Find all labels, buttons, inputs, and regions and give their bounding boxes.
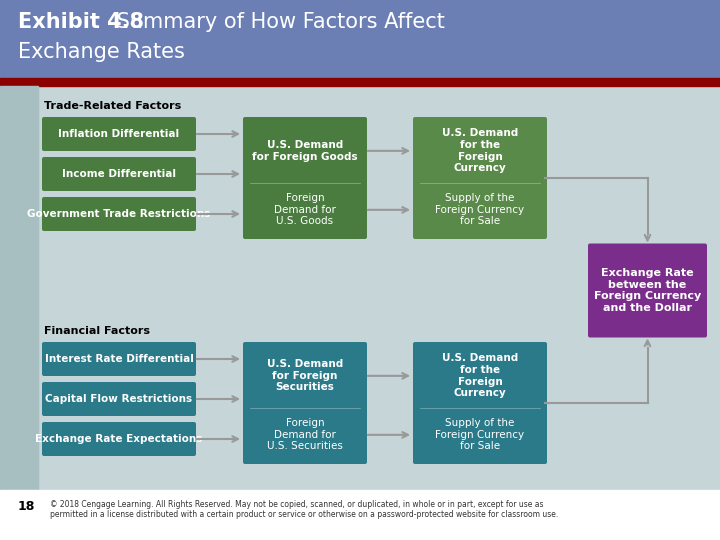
FancyBboxPatch shape — [42, 197, 196, 231]
Text: Government Trade Restrictions: Government Trade Restrictions — [27, 209, 211, 219]
Text: Summary of How Factors Affect: Summary of How Factors Affect — [110, 12, 445, 32]
FancyBboxPatch shape — [42, 422, 196, 456]
Text: Foreign
Demand for
U.S. Securities: Foreign Demand for U.S. Securities — [267, 418, 343, 451]
Text: Exchange Rate
between the
Foreign Currency
and the Dollar: Exchange Rate between the Foreign Curren… — [594, 268, 701, 313]
Text: Capital Flow Restrictions: Capital Flow Restrictions — [45, 394, 192, 404]
Bar — [0, 78, 720, 86]
Text: Financial Factors: Financial Factors — [44, 326, 150, 336]
Text: Trade-Related Factors: Trade-Related Factors — [44, 101, 181, 111]
Text: Supply of the
Foreign Currency
for Sale: Supply of the Foreign Currency for Sale — [436, 418, 525, 451]
Bar — [0, 490, 720, 540]
FancyBboxPatch shape — [413, 342, 547, 464]
FancyBboxPatch shape — [42, 382, 196, 416]
Bar — [0, 86, 38, 540]
Text: Interest Rate Differential: Interest Rate Differential — [45, 354, 194, 364]
FancyBboxPatch shape — [243, 342, 367, 464]
Text: Income Differential: Income Differential — [62, 169, 176, 179]
Text: U.S. Demand
for the
Foreign
Currency: U.S. Demand for the Foreign Currency — [442, 129, 518, 173]
Text: Exchange Rate Expectations: Exchange Rate Expectations — [35, 434, 203, 444]
Text: Foreign
Demand for
U.S. Goods: Foreign Demand for U.S. Goods — [274, 193, 336, 226]
Text: Supply of the
Foreign Currency
for Sale: Supply of the Foreign Currency for Sale — [436, 193, 525, 226]
Text: U.S. Demand
for the
Foreign
Currency: U.S. Demand for the Foreign Currency — [442, 354, 518, 399]
FancyBboxPatch shape — [42, 117, 196, 151]
Text: Exchange Rates: Exchange Rates — [18, 42, 185, 62]
FancyBboxPatch shape — [243, 117, 367, 239]
FancyBboxPatch shape — [42, 157, 196, 191]
FancyBboxPatch shape — [588, 244, 707, 338]
Text: Exhibit 4.8: Exhibit 4.8 — [18, 12, 144, 32]
Text: 18: 18 — [18, 500, 35, 513]
Text: © 2018 Cengage Learning. All Rights Reserved. May not be copied, scanned, or dup: © 2018 Cengage Learning. All Rights Rese… — [50, 500, 558, 519]
FancyBboxPatch shape — [42, 342, 196, 376]
FancyBboxPatch shape — [413, 117, 547, 239]
Text: U.S. Demand
for Foreign
Securities: U.S. Demand for Foreign Securities — [267, 359, 343, 393]
Bar — [0, 0, 720, 78]
Text: U.S. Demand
for Foreign Goods: U.S. Demand for Foreign Goods — [252, 140, 358, 161]
Text: Inflation Differential: Inflation Differential — [58, 129, 179, 139]
